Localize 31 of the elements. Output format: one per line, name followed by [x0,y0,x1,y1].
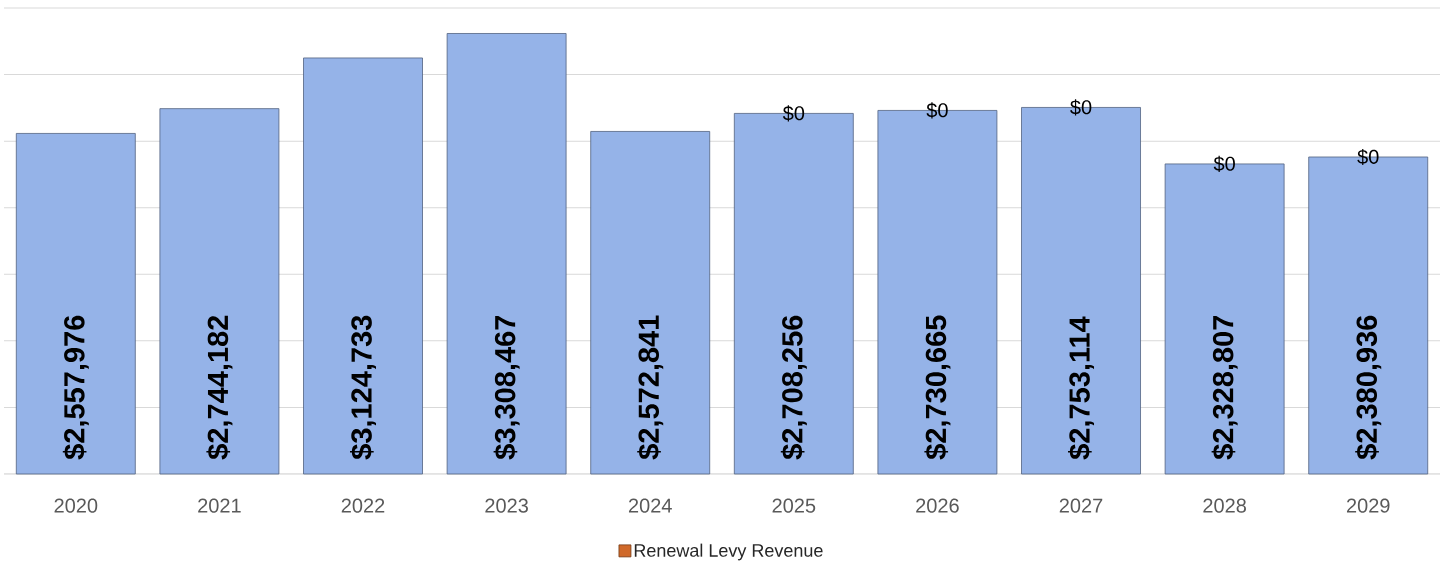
x-tick-label: 2025 [772,498,816,513]
data-label: $3,308,467 [493,315,520,460]
x-tick-label: 2020 [54,498,98,513]
x-tick-label: 2023 [485,498,528,513]
data-label: $2,572,841 [637,315,664,460]
legend-label: Renewal Levy Revenue [634,543,823,561]
data-label: $0 [1070,99,1092,116]
x-tick-label: 2027 [1059,498,1103,513]
data-label: $2,708,256 [780,315,807,460]
x-tick-label: 2022 [341,498,385,513]
data-label: $2,730,665 [924,315,951,460]
data-label: $2,557,976 [62,315,89,460]
bar [15,133,136,475]
bar [159,108,280,475]
x-tick-label: 2029 [1346,498,1390,513]
bar [590,131,711,475]
data-label: $0 [782,105,805,122]
data-label: $2,744,182 [206,315,233,460]
x-tick-label: 2024 [628,498,672,513]
data-label: $2,328,807 [1211,315,1238,460]
data-label: $0 [926,102,948,119]
x-tick-label: 2028 [1203,498,1246,513]
data-label: $2,380,936 [1355,315,1382,460]
data-label: $3,124,733 [350,315,377,460]
data-label: $2,753,114 [1068,316,1095,460]
data-label: $0 [1357,148,1379,166]
x-tick-label: 2026 [916,498,959,513]
bar [303,57,423,475]
data-label: $0 [1213,155,1235,173]
x-tick-label: 2021 [198,498,241,513]
bar [446,33,567,475]
